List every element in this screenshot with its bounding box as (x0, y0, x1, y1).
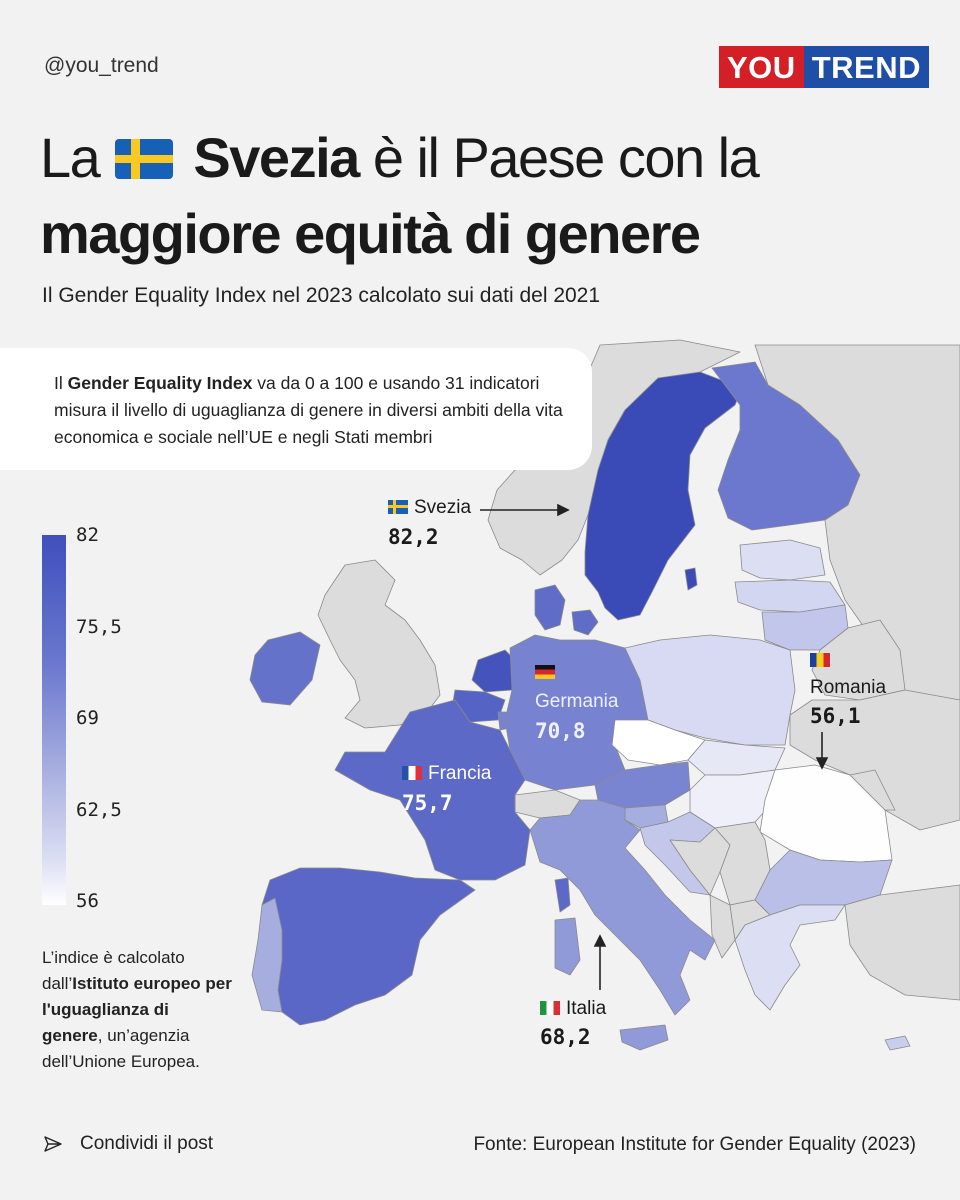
moldova-region (849, 769, 896, 811)
svezia-arrow-head (557, 503, 570, 517)
germany-flag-icon (535, 665, 555, 679)
callout-arrows (480, 503, 829, 990)
title-part1: La (40, 126, 101, 189)
legend-color-bar (42, 535, 66, 905)
albania-region (709, 894, 736, 959)
callout-svezia: Svezia (388, 497, 471, 519)
sweden-flag-icon (388, 500, 408, 514)
france-region (334, 699, 531, 881)
source-note: L’indice è calcolato dall’Istituto europ… (42, 945, 232, 1075)
sweden-flag-icon (115, 139, 174, 179)
callout-francia-value: 75,7 (402, 791, 453, 815)
legend-tick: 62,5 (76, 799, 122, 821)
info-text-1: Il (54, 373, 68, 393)
callout-romania: Romania (810, 677, 887, 698)
title-bold2: maggiore equità di genere (40, 202, 701, 265)
italia-arrow-head (593, 934, 607, 947)
share-label: Condividi il post (80, 1133, 214, 1154)
callout-francia: Francia (402, 763, 491, 785)
note-text-1: L’indice è calcolato dall’ (42, 948, 185, 993)
legend-tick: 75,5 (76, 616, 122, 638)
denmark-region (534, 584, 566, 631)
logo-trend: TREND (803, 46, 929, 88)
romania-flag (810, 650, 836, 672)
page-title: La Svezia è il Paese con la maggiore equ… (40, 120, 920, 272)
estonia-region (739, 539, 826, 581)
info-text-2: va da 0 a 100 e usando 31 indicatori mis… (54, 373, 563, 447)
sicily-region (619, 1024, 669, 1051)
source-text: Fonte: European Institute for Gender Equ… (473, 1134, 916, 1155)
info-bold: Gender Equality Index (67, 373, 253, 393)
callout-svezia-value: 82,2 (388, 525, 439, 549)
callout-germania: Germania (535, 691, 619, 712)
legend-tick: 69 (76, 707, 99, 729)
sardinia-region (554, 917, 581, 976)
callout-romania-value: 56,1 (810, 704, 861, 728)
switzerland-region (514, 789, 581, 819)
note-bold: Istituto europeo per l'uguaglianza di ge… (42, 974, 232, 1045)
italy-flag-icon (540, 1001, 560, 1015)
corsica-region (554, 877, 571, 913)
legend-tick: 82 (76, 524, 99, 546)
share-post-link[interactable]: Condividi il post (44, 1133, 213, 1155)
uk-region (317, 559, 441, 729)
title-part2: è il Paese con la (372, 126, 760, 189)
callout-name: Francia (428, 763, 492, 784)
send-icon (44, 1136, 62, 1152)
callout-germania-value: 70,8 (535, 719, 586, 743)
legend-tick: 56 (76, 890, 99, 912)
portugal-region (251, 897, 283, 1013)
greece-region (734, 904, 846, 1011)
note-text-2: , un’agenzia dell’Unione Europea. (42, 1026, 200, 1071)
france-flag-icon (402, 766, 422, 780)
ukraine-region (789, 689, 960, 831)
callout-italia-value: 68,2 (540, 1025, 591, 1049)
spain-region (261, 867, 476, 1026)
romania-arrow-head (815, 757, 829, 770)
logo-you: YOU (719, 46, 804, 88)
sweden-region (584, 371, 743, 621)
germany-flag (535, 662, 561, 684)
callout-name: Italia (566, 998, 607, 1019)
italy-region (529, 799, 716, 1016)
denmark-islands (571, 609, 599, 636)
info-box: Il Gender Equality Index va da 0 a 100 e… (0, 348, 592, 470)
ireland-region (249, 631, 321, 706)
callout-italia: Italia (540, 998, 606, 1020)
title-bold1: Svezia (193, 126, 360, 189)
turkey-region (844, 884, 960, 1001)
romania-flag-icon (810, 653, 830, 667)
youtrend-logo: YOU TREND (719, 46, 929, 88)
callout-name: Svezia (414, 497, 472, 518)
gotland-region (684, 567, 698, 591)
subtitle: Il Gender Equality Index nel 2023 calcol… (42, 284, 601, 307)
handle: @you_trend (44, 54, 159, 77)
cyprus-region (884, 1035, 911, 1051)
